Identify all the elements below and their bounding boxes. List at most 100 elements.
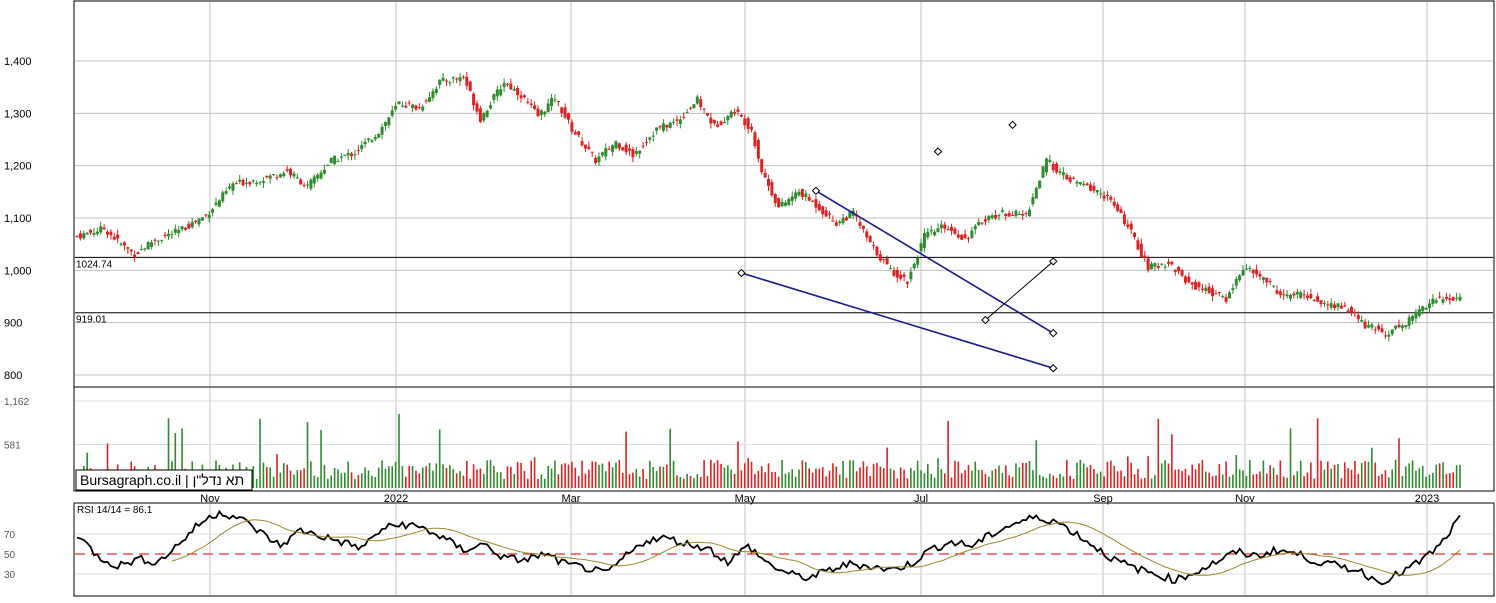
volume-bar — [669, 428, 671, 488]
candle-body — [699, 99, 703, 107]
candle — [1024, 211, 1028, 218]
candle-body — [1434, 300, 1438, 303]
candle — [868, 234, 872, 243]
candle — [1251, 269, 1255, 279]
candle — [716, 120, 720, 128]
candle — [1261, 276, 1265, 284]
candle — [475, 100, 479, 115]
candle — [173, 224, 177, 236]
volume-bar — [720, 463, 722, 488]
candle — [919, 238, 923, 256]
candle-body — [1194, 281, 1198, 290]
candle-body — [505, 83, 509, 85]
volume-bar — [411, 465, 414, 488]
candle — [482, 111, 486, 123]
candle — [1275, 285, 1279, 295]
volume-bar — [1079, 459, 1082, 488]
volume-bar — [601, 463, 604, 488]
candle-body — [146, 242, 150, 250]
candle — [994, 209, 998, 221]
volume-bar — [459, 471, 461, 488]
candle — [1326, 300, 1330, 311]
rsi-tick-label: 70 — [4, 530, 16, 541]
candle-body — [1139, 243, 1143, 258]
volume-bar — [449, 465, 451, 488]
volume-bar — [1181, 471, 1183, 488]
candle-body — [1011, 214, 1015, 216]
candle — [763, 168, 767, 179]
candle-body — [1126, 224, 1130, 227]
candle — [1356, 311, 1360, 323]
candle — [285, 165, 289, 173]
candle-body — [431, 91, 435, 98]
candle-body — [441, 77, 445, 81]
volume-bar — [1435, 464, 1438, 488]
candle — [533, 101, 537, 111]
candle-body — [1183, 276, 1187, 283]
candle — [767, 174, 770, 192]
rsi-tick-label: 50 — [4, 550, 16, 561]
candle-body — [1065, 174, 1069, 180]
volume-bar — [652, 466, 655, 488]
candle-body — [692, 104, 696, 109]
candle — [1187, 272, 1191, 284]
candle — [200, 217, 204, 221]
candle-body — [987, 215, 991, 221]
x-tick-label: Jul — [914, 493, 928, 505]
candle — [102, 224, 106, 230]
volume-bar — [676, 475, 678, 488]
volume-bar — [886, 447, 888, 488]
candle — [912, 262, 916, 271]
candle — [838, 219, 842, 226]
candle — [136, 251, 140, 255]
candle — [1133, 231, 1137, 240]
candle-body — [1166, 261, 1170, 264]
volume-bar — [893, 470, 895, 488]
candle — [177, 226, 181, 238]
candle-body — [1444, 296, 1448, 299]
volume-bar — [794, 476, 797, 488]
volume-bar — [682, 478, 685, 488]
candle — [329, 157, 333, 164]
candle-body — [760, 159, 764, 173]
volume-bar — [435, 463, 438, 488]
candle-body — [777, 197, 781, 208]
candle-body — [1017, 213, 1021, 215]
candle-body — [966, 238, 970, 240]
candle-body — [207, 214, 211, 219]
candle-body — [407, 102, 411, 104]
candle-body — [821, 206, 825, 215]
candle — [1061, 167, 1065, 180]
candle — [529, 99, 533, 108]
candle — [1292, 291, 1296, 299]
volume-bar — [1404, 466, 1407, 488]
candle-body — [577, 131, 581, 136]
candle-body — [560, 107, 564, 114]
candle — [709, 112, 713, 129]
candle-body — [485, 110, 489, 117]
candle-body — [1122, 214, 1126, 225]
candle-body — [190, 222, 194, 228]
volume-bar — [1459, 464, 1461, 488]
candle-body — [1326, 304, 1330, 306]
candle — [1295, 288, 1299, 299]
volume-bar — [984, 474, 987, 488]
volume-bar — [554, 460, 556, 488]
candle-body — [472, 93, 476, 106]
candle — [512, 85, 516, 92]
volume-bar — [564, 463, 566, 488]
candle — [1312, 298, 1316, 302]
candle-body — [244, 182, 248, 184]
volume-bar — [960, 473, 963, 488]
volume-bar — [903, 469, 905, 488]
candle-body — [1322, 302, 1326, 304]
volume-bar — [371, 475, 373, 488]
volume-bar — [442, 464, 444, 488]
candle — [804, 189, 808, 202]
candle — [1448, 293, 1452, 305]
volume-bar — [571, 461, 573, 488]
candle — [129, 248, 133, 256]
price-tick-label: 1,100 — [4, 213, 32, 225]
volume-bar — [1021, 462, 1024, 488]
candle-body — [651, 135, 655, 137]
